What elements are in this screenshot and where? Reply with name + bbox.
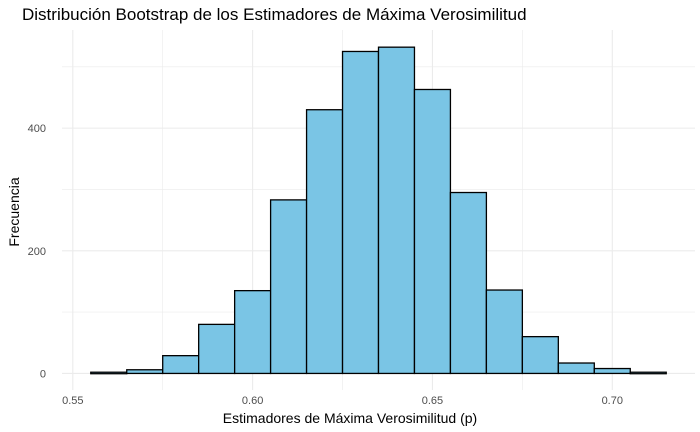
y-tick-label: 200 bbox=[28, 246, 46, 258]
histogram-bar bbox=[90, 371, 128, 375]
histogram-bar bbox=[305, 109, 344, 375]
x-axis-label: Estimadores de Máxima Verosimilitud (p) bbox=[222, 410, 478, 426]
x-tick-label: 0.60 bbox=[242, 395, 263, 407]
histogram-bar bbox=[485, 289, 524, 375]
y-tick-label: 0 bbox=[40, 368, 46, 380]
histogram-bars bbox=[90, 46, 667, 375]
x-axis-ticks: 0.55 0.60 0.65 0.70 bbox=[62, 395, 623, 407]
histogram-bar bbox=[629, 371, 667, 375]
x-tick-label: 0.55 bbox=[62, 395, 83, 407]
histogram-bar bbox=[593, 367, 631, 375]
histogram-bar bbox=[413, 88, 452, 375]
y-tick-label: 400 bbox=[28, 123, 46, 135]
histogram-bar bbox=[162, 355, 200, 375]
histogram-bar bbox=[126, 369, 164, 375]
y-axis-ticks: 0 200 400 bbox=[28, 123, 46, 380]
chart-title: Distribución Bootstrap de los Estimadore… bbox=[22, 5, 527, 24]
x-tick-label: 0.70 bbox=[602, 395, 623, 407]
histogram-bar bbox=[233, 289, 272, 375]
histogram-bar bbox=[449, 191, 488, 375]
histogram-bar bbox=[269, 199, 308, 375]
histogram-bar bbox=[198, 323, 236, 375]
histogram-bar bbox=[377, 46, 416, 375]
histogram-bar bbox=[521, 335, 559, 375]
histogram-bar bbox=[557, 362, 595, 375]
x-tick-label: 0.65 bbox=[422, 395, 443, 407]
histogram-bar bbox=[341, 50, 380, 375]
